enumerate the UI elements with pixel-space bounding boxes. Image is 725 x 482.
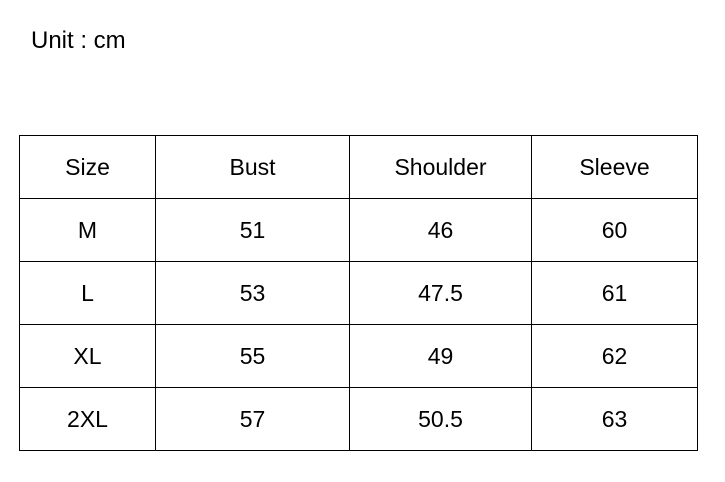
table-row: M 51 46 60 [19, 198, 698, 262]
cell-bust: 55 [155, 324, 350, 388]
size-chart-table: Size Bust Shoulder Sleeve M 51 46 60 L 5… [19, 135, 698, 451]
cell-size: XL [19, 324, 156, 388]
cell-sleeve: 61 [531, 261, 698, 325]
table-row: 2XL 57 50.5 63 [19, 387, 698, 451]
cell-shoulder: 50.5 [349, 387, 532, 451]
header-cell-sleeve: Sleeve [531, 135, 698, 199]
unit-label: Unit : cm [31, 27, 126, 54]
header-cell-shoulder: Shoulder [349, 135, 532, 199]
cell-shoulder: 47.5 [349, 261, 532, 325]
cell-size: M [19, 198, 156, 262]
cell-size: L [19, 261, 156, 325]
table-row: L 53 47.5 61 [19, 261, 698, 325]
header-cell-size: Size [19, 135, 156, 199]
cell-bust: 51 [155, 198, 350, 262]
cell-shoulder: 46 [349, 198, 532, 262]
cell-sleeve: 63 [531, 387, 698, 451]
cell-bust: 57 [155, 387, 350, 451]
cell-shoulder: 49 [349, 324, 532, 388]
header-cell-bust: Bust [155, 135, 350, 199]
cell-size: 2XL [19, 387, 156, 451]
table-row: XL 55 49 62 [19, 324, 698, 388]
header-row: Size Bust Shoulder Sleeve [19, 135, 698, 199]
cell-bust: 53 [155, 261, 350, 325]
cell-sleeve: 60 [531, 198, 698, 262]
cell-sleeve: 62 [531, 324, 698, 388]
